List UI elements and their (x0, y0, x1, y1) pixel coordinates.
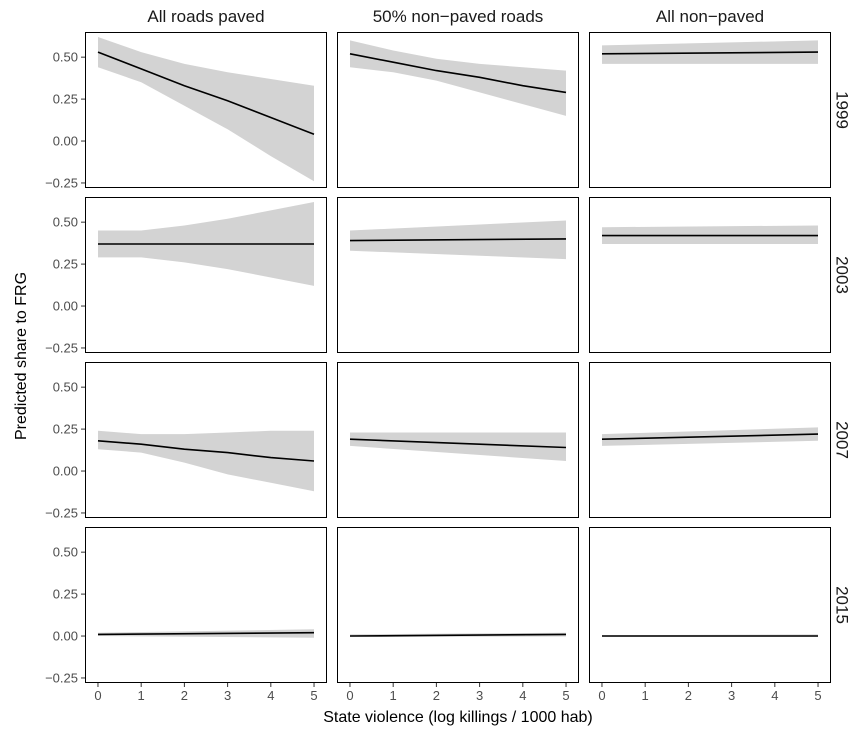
fitted-line (601, 51, 819, 55)
labels-layer: All roads paved 50% non−paved roads All no… (45, 7, 851, 703)
fitted-line (97, 631, 315, 636)
y-tick-label: 0.25 (53, 422, 78, 437)
x-tick-label: 0 (598, 688, 605, 703)
x-tick-label: 2 (433, 688, 440, 703)
panel-frame (337, 362, 579, 518)
x-tick-label: 3 (728, 688, 735, 703)
x-tick-label: 3 (476, 688, 483, 703)
y-tick-label: −0.25 (45, 505, 78, 520)
fitted-line (349, 238, 567, 242)
panel-1999-50-non-paved-roads (337, 32, 579, 188)
x-tick-label: 5 (814, 688, 821, 703)
row-strip-label-2015: 2015 (833, 586, 852, 624)
column-strip-label-all-roads-paved: All roads paved (147, 7, 264, 26)
y-tick-label: −0.25 (45, 340, 78, 355)
confidence-ribbon (602, 225, 818, 244)
x-tick-label: 0 (94, 688, 101, 703)
x-tick-label: 4 (771, 688, 778, 703)
panel-2007-all-non-paved (589, 362, 831, 518)
fitted-line (601, 433, 819, 440)
y-tick-label: 0.00 (53, 299, 78, 314)
x-tick-label: 4 (267, 688, 274, 703)
panel-2007-50-non-paved-roads (337, 362, 579, 518)
panel-frame (589, 197, 831, 353)
y-tick-label: 0.25 (53, 92, 78, 107)
column-strip-label-50-non-paved-roads: 50% non−paved roads (373, 7, 544, 26)
panel-2003-all-non-paved (589, 197, 831, 353)
x-tick-label: 5 (562, 688, 569, 703)
panel-2015-all-roads-paved (85, 527, 327, 683)
y-tick-label: 0.25 (53, 257, 78, 272)
y-tick-label: 0.00 (53, 134, 78, 149)
panel-2007-all-roads-paved (85, 362, 327, 518)
x-tick-label: 2 (685, 688, 692, 703)
panel-frame (589, 362, 831, 518)
x-tick-label: 1 (138, 688, 145, 703)
panel-frame (589, 32, 831, 188)
panel-2015-50-non-paved-roads (337, 527, 579, 683)
x-tick-label: 4 (519, 688, 526, 703)
y-tick-label: 0.50 (53, 545, 78, 560)
confidence-ribbon (350, 40, 566, 116)
fitted-line (97, 440, 315, 462)
fitted-line (349, 53, 567, 94)
fitted-line (349, 633, 567, 637)
panel-1999-all-roads-paved (85, 32, 327, 188)
x-tick-label: 1 (390, 688, 397, 703)
panel-2003-all-roads-paved (85, 197, 327, 353)
column-strip-label-all-non-paved: All non−paved (656, 7, 764, 26)
panel-frame (337, 527, 579, 683)
panel-2003-50-non-paved-roads (337, 197, 579, 353)
confidence-ribbon (98, 430, 314, 492)
confidence-ribbon (350, 432, 566, 461)
row-strip-label-1999: 1999 (833, 91, 852, 129)
panel-frame (85, 32, 327, 188)
x-tick-label: 1 (642, 688, 649, 703)
panel-frame (337, 197, 579, 353)
x-tick-label: 2 (181, 688, 188, 703)
y-tick-label: −0.25 (45, 670, 78, 685)
panel-frame (337, 32, 579, 188)
x-tick-label: 0 (346, 688, 353, 703)
panel-frame (85, 362, 327, 518)
panel-frame (85, 197, 327, 353)
fitted-line (349, 438, 567, 449)
fitted-line (97, 51, 315, 136)
y-tick-label: 0.00 (53, 629, 78, 644)
row-strip-label-2007: 2007 (833, 421, 852, 459)
y-tick-label: −0.25 (45, 175, 78, 190)
panel-frame (589, 527, 831, 683)
x-tick-label: 5 (310, 688, 317, 703)
y-axis-title: Predicted share to FRG (13, 272, 30, 440)
y-tick-label: 0.50 (53, 380, 78, 395)
x-tick-label: 3 (224, 688, 231, 703)
y-tick-label: 0.00 (53, 464, 78, 479)
panel-2015-all-non-paved (589, 527, 831, 683)
panels-layer (85, 32, 831, 683)
y-tick-label: 0.25 (53, 587, 78, 602)
panel-frame (85, 527, 327, 683)
y-tick-label: 0.50 (53, 215, 78, 230)
panel-1999-all-non-paved (589, 32, 831, 188)
y-tick-label: 0.50 (53, 50, 78, 65)
confidence-ribbon (98, 37, 314, 182)
row-strip-label-2003: 2003 (833, 256, 852, 294)
x-axis-title: State violence (log killings / 1000 hab) (323, 709, 593, 726)
